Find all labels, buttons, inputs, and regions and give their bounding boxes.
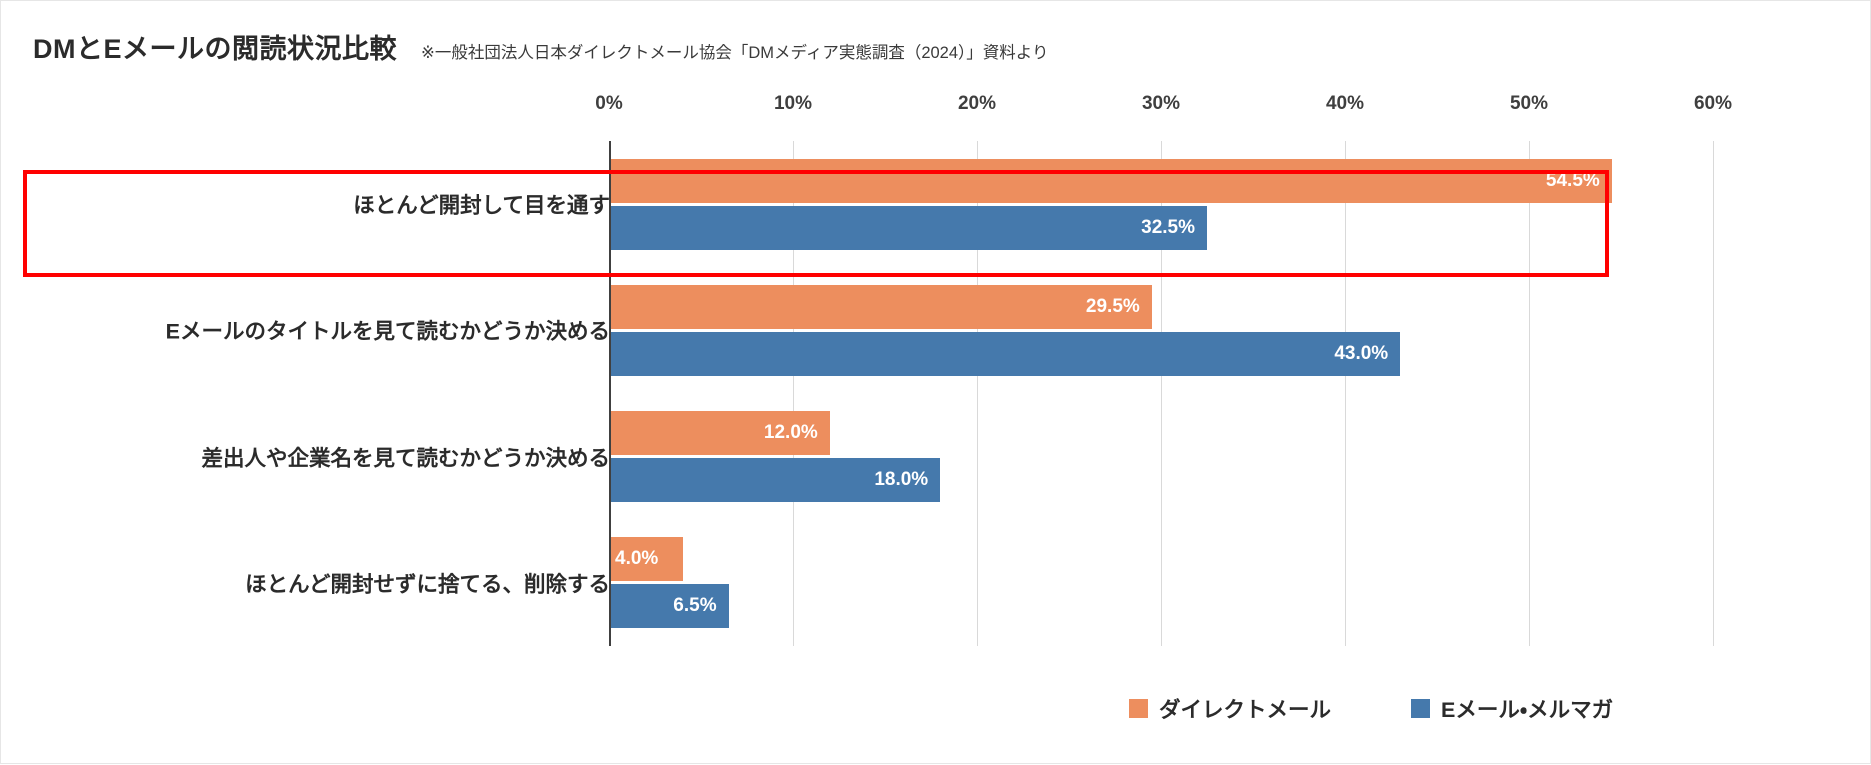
gridline-20 (977, 141, 978, 646)
bar-group: 12.0% 18.0% (609, 394, 1713, 520)
bar-value-label: 32.5% (1141, 216, 1195, 238)
x-axis-tick-10: 10% (773, 93, 813, 114)
chart-header: DMとEメールの閲読状況比較 ※一般社団法人日本ダイレクトメール協会「DMメディ… (33, 27, 1048, 66)
bar-group: 54.5% 32.5% (609, 141, 1713, 267)
bar-email: 43.0% (609, 331, 1401, 376)
legend-swatch-icon (1129, 699, 1148, 718)
gridline-10 (793, 141, 794, 646)
bar-value-label: 12.0% (763, 422, 818, 444)
bar-direct-mail: 29.5% (609, 284, 1152, 329)
bar-row: ほとんど開封して目を通す 54.5% 32.5% (1, 141, 1871, 267)
chart-source-note: ※一般社団法人日本ダイレクトメール協会「DMメディア実態調査（2024）」資料よ… (421, 44, 1049, 62)
bar-email: 18.0% (609, 458, 941, 503)
bar-row: ほとんど開封せずに捨てる、削除する 4.0% 6.5% (1, 520, 1871, 646)
legend-label: ダイレクトメール (1159, 698, 1332, 722)
bar-row: 差出人や企業名を見て読むかどうか決める 12.0% 18.0% (1, 394, 1871, 520)
bar-direct-mail: 4.0% (609, 537, 683, 582)
bar-direct-mail: 12.0% (609, 411, 830, 456)
chart-legend: ダイレクトメール Eメール・メルマガ (1129, 693, 1613, 724)
axis-baseline (609, 141, 611, 646)
x-axis-tick-20: 20% (957, 93, 997, 114)
category-label: 差出人や企業名を見て読むかどうか決める (201, 446, 610, 471)
x-axis-tick-30: 30% (1141, 93, 1181, 114)
bar-value-label: 43.0% (1334, 342, 1389, 364)
gridline-40 (1345, 141, 1346, 646)
gridline-60 (1713, 141, 1714, 646)
gridline-30 (1161, 141, 1162, 646)
bar-value-label: 54.5% (1545, 169, 1600, 191)
bar-value-label: 29.5% (1085, 295, 1140, 317)
bar-group: 4.0% 6.5% (609, 520, 1713, 646)
x-axis-tick-0: 0% (595, 93, 623, 114)
legend-label: Eメール・メルマガ (1441, 698, 1614, 722)
category-label: Eメールのタイトルを見て読むかどうか決める (165, 319, 610, 344)
x-axis-tick-40: 40% (1325, 93, 1365, 114)
bar-direct-mail: 54.5% (609, 158, 1612, 203)
x-axis-tick-labels: 0% 10% 20% 30% 40% 50% 60% (1, 93, 1871, 121)
bar-rows: ほとんど開封して目を通す 54.5% 32.5% Eメールのタイトルを見て読むかどうか… (1, 141, 1871, 646)
bar-row: Eメールのタイトルを見て読むかどうか決める 29.5% 43.0% (1, 267, 1871, 393)
bar-value-label: 18.0% (874, 469, 929, 491)
gridline-50 (1529, 141, 1530, 646)
x-axis-tick-60: 60% (1693, 93, 1733, 114)
bar-value-label: 4.0% (615, 548, 659, 570)
bar-value-label: 6.5% (673, 595, 717, 617)
bar-group: 29.5% 43.0% (609, 267, 1713, 393)
legend-swatch-icon (1411, 699, 1431, 718)
x-axis-tick-50: 50% (1509, 93, 1549, 114)
page-title: DMとEメールの閲読状況比較 (33, 34, 397, 64)
bar-email: 6.5% (609, 584, 729, 629)
category-label: ほとんど開封せずに捨てる、削除する (245, 572, 610, 597)
category-label: ほとんど開封して目を通す (353, 193, 610, 218)
bar-email: 32.5% (609, 205, 1207, 250)
legend-item-email[interactable]: Eメール・メルマガ (1411, 693, 1613, 724)
legend-item-direct_mail[interactable]: ダイレクトメール (1129, 693, 1331, 724)
